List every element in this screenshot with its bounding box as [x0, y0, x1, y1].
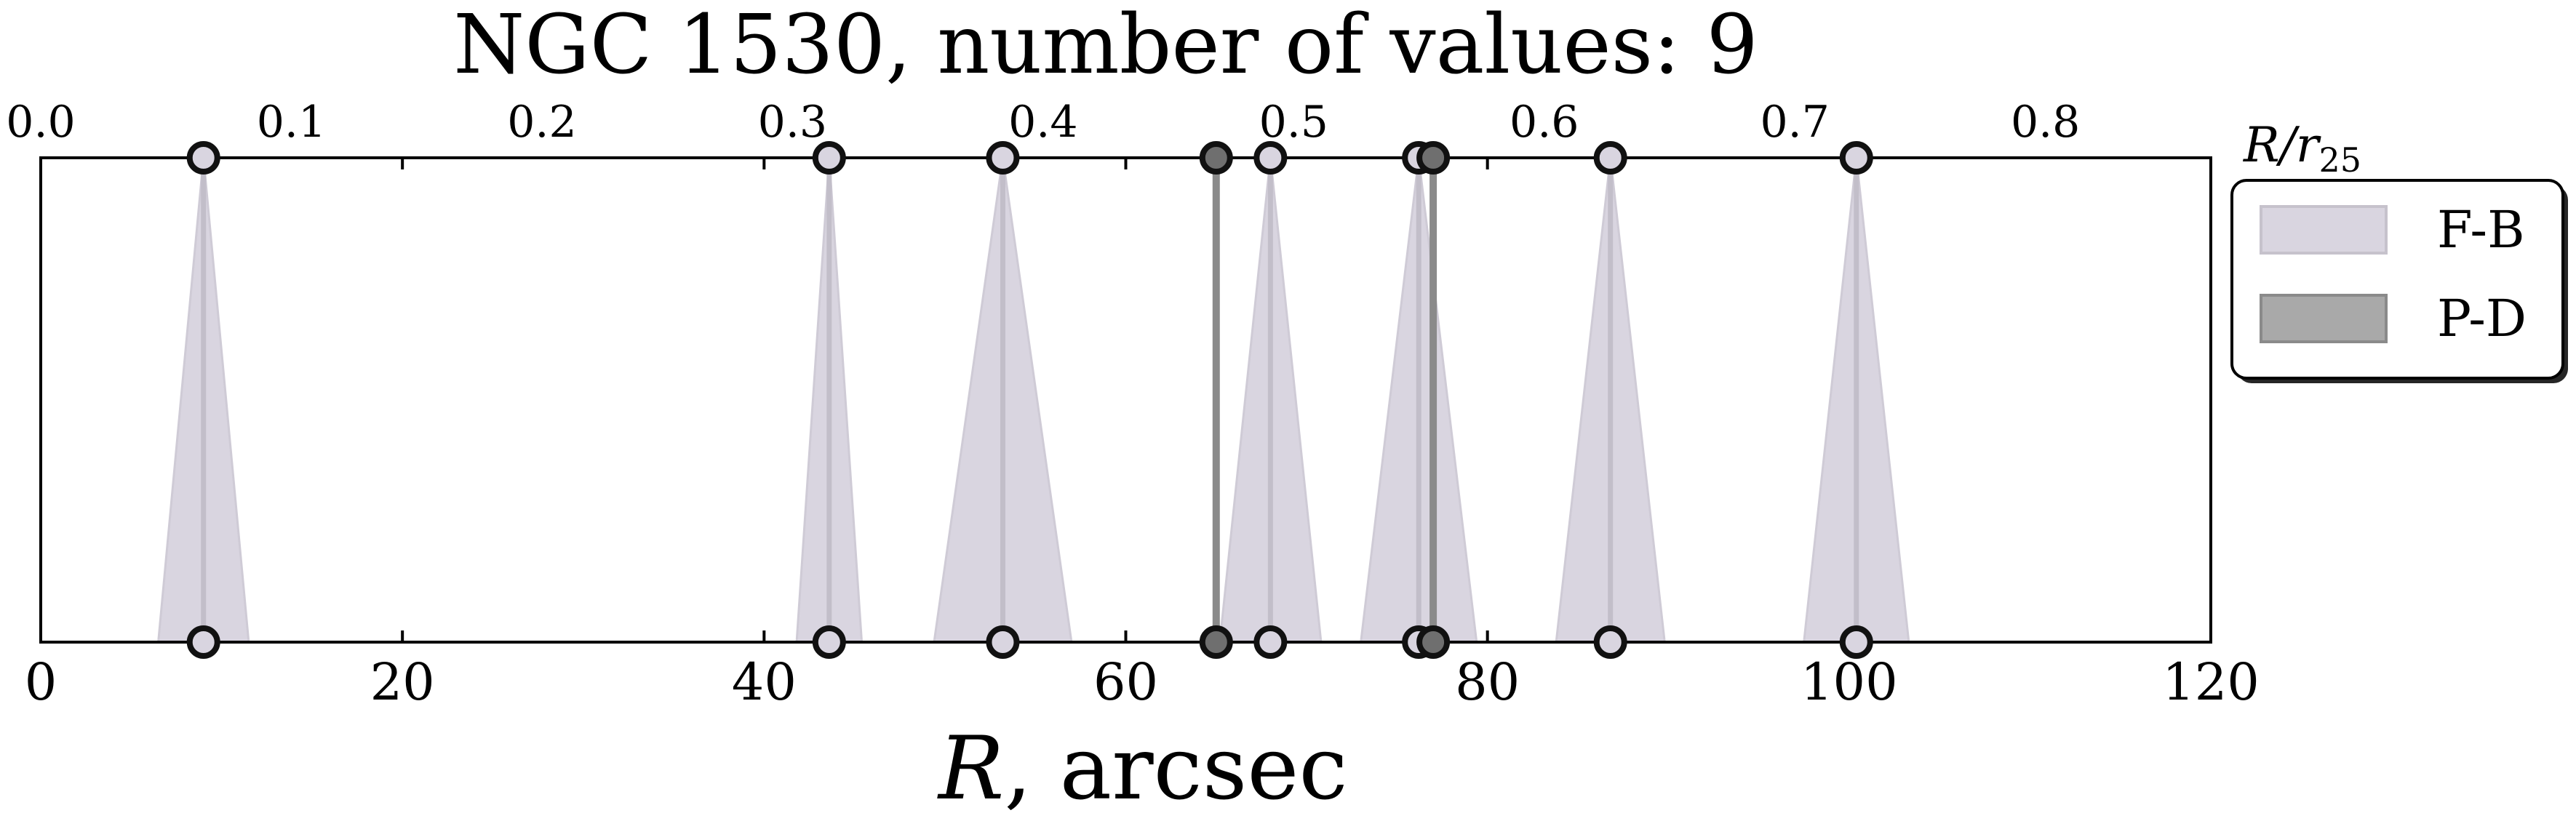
pd-series-layer: [1212, 158, 1437, 642]
pd-marker: [1199, 625, 1233, 659]
pd-marker: [1416, 625, 1451, 659]
top-tick-label: 0.1: [257, 97, 326, 148]
legend: F-B P-D: [2230, 179, 2568, 383]
top-tick-label: 0.4: [1008, 97, 1077, 148]
top-tick-label: 0.2: [507, 97, 576, 148]
fb-marker: [186, 141, 220, 175]
bottom-axis: 0 20 40 60 80 100 120: [25, 158, 2260, 712]
fb-marker: [1839, 141, 1873, 175]
x-axis-label-main: R: [937, 718, 1004, 820]
fb-marker: [1839, 625, 1873, 659]
fb-marker: [1593, 141, 1627, 175]
legend-label-fb: F-B: [2437, 200, 2525, 260]
x-tick-label: 80: [1455, 652, 1520, 712]
x-tick-label: 40: [732, 652, 797, 712]
x-tick-label: 0: [25, 652, 57, 712]
top-axis-label-sub: 25: [2318, 140, 2361, 180]
legend-swatch-fb: [2260, 205, 2388, 255]
legend-swatch-pd: [2260, 294, 2388, 343]
chart-title: NGC 1530, number of values: 9: [453, 0, 1758, 92]
x-axis-label-unit: , arcsec: [1004, 718, 1347, 820]
fb-marker: [986, 141, 1020, 175]
top-axis-label: R/r25: [2243, 117, 2361, 180]
top-tick-label: 0.7: [1760, 97, 1829, 148]
top-axis: 0.0 0.1 0.2 0.3 0.4 0.5 0.6 0.7 0.8: [6, 97, 2080, 148]
pd-marker: [1199, 141, 1233, 175]
top-tick-label: 0.6: [1510, 97, 1579, 148]
fb-marker: [812, 141, 846, 175]
x-tick-label: 120: [2162, 652, 2260, 712]
fb-marker: [186, 625, 220, 659]
top-axis-label-main: R/r: [2243, 117, 2321, 173]
pd-marker: [1416, 141, 1451, 175]
point-markers: [186, 141, 1873, 659]
fb-series-layer: [156, 157, 1910, 644]
x-tick-label: 20: [370, 652, 435, 712]
top-tick-label: 0.5: [1259, 97, 1328, 148]
top-tick-label: 0.8: [2011, 97, 2080, 148]
x-axis-label: R, arcsec: [937, 718, 1348, 820]
x-tick-label: 100: [1801, 652, 1898, 712]
x-tick-label: 60: [1093, 652, 1158, 712]
fb-marker: [812, 625, 846, 659]
fb-marker: [986, 625, 1020, 659]
top-tick-label: 0.3: [758, 97, 827, 148]
legend-label-pd: P-D: [2437, 289, 2527, 348]
top-tick-label: 0.0: [6, 97, 75, 148]
fb-marker: [1593, 625, 1627, 659]
fb-marker: [1253, 141, 1288, 175]
fb-marker: [1253, 625, 1288, 659]
